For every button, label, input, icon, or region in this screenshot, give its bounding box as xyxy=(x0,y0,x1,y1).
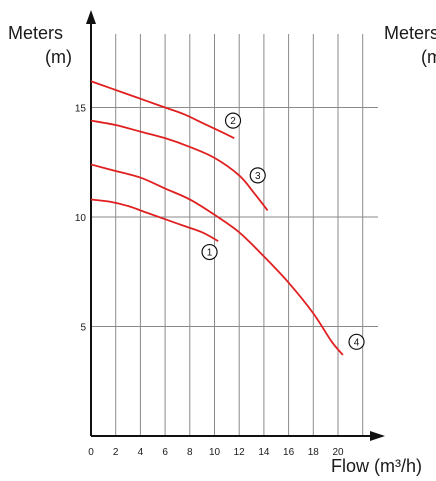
curve-marker-circle xyxy=(249,167,266,184)
curve-marker-circle xyxy=(348,333,365,350)
curve-marker-circle xyxy=(224,112,242,129)
y-tick-label: 15 xyxy=(75,104,87,115)
curve-4 xyxy=(90,163,344,356)
curve-marker-label: 1 xyxy=(207,248,213,259)
curve-marker-label: 3 xyxy=(255,171,261,182)
x-tick-label: 16 xyxy=(283,447,295,458)
curve-3 xyxy=(90,119,269,211)
x-tick-label: 10 xyxy=(209,447,221,458)
x-tick-label: 20 xyxy=(332,447,344,458)
curve-marker-label: 2 xyxy=(230,116,236,127)
curve-2 xyxy=(90,80,235,139)
curve-marker-3: 3 xyxy=(249,167,266,184)
x-tick-label: 0 xyxy=(88,447,94,458)
axes xyxy=(86,10,385,441)
curve-marker-2: 2 xyxy=(224,112,242,129)
y-axis-label-left-line1: Meters xyxy=(8,23,63,43)
y-axis-label-left-line2: (m) xyxy=(45,47,72,67)
x-tick-label: 6 xyxy=(162,447,168,458)
x-tick-label: 8 xyxy=(187,447,193,458)
x-tick-label: 2 xyxy=(113,447,119,458)
grid xyxy=(91,34,378,436)
y-tick-label: 5 xyxy=(80,323,86,334)
x-tick-label: 12 xyxy=(234,447,246,458)
x-axis-arrow xyxy=(370,431,385,441)
x-axis-label: Flow (m³/h) xyxy=(331,456,422,476)
curve-marker-4: 4 xyxy=(348,333,365,350)
x-tick-label: 4 xyxy=(138,447,144,458)
curve-markers: 1 2 3 4 xyxy=(201,112,365,350)
y-tick-label: 10 xyxy=(75,213,87,224)
curve-marker-label: 4 xyxy=(354,337,360,348)
x-tick-label: 18 xyxy=(308,447,320,458)
curves xyxy=(90,80,344,356)
curve-1 xyxy=(90,198,219,242)
x-tick-label: 14 xyxy=(258,447,270,458)
y-axis-label-right-line1: Meters xyxy=(384,23,436,43)
y-axis-arrow xyxy=(86,10,96,24)
y-axis-label-right-line2: (m xyxy=(421,47,436,67)
curve-marker-1: 1 xyxy=(201,243,218,261)
curve-marker-circle xyxy=(201,243,218,261)
